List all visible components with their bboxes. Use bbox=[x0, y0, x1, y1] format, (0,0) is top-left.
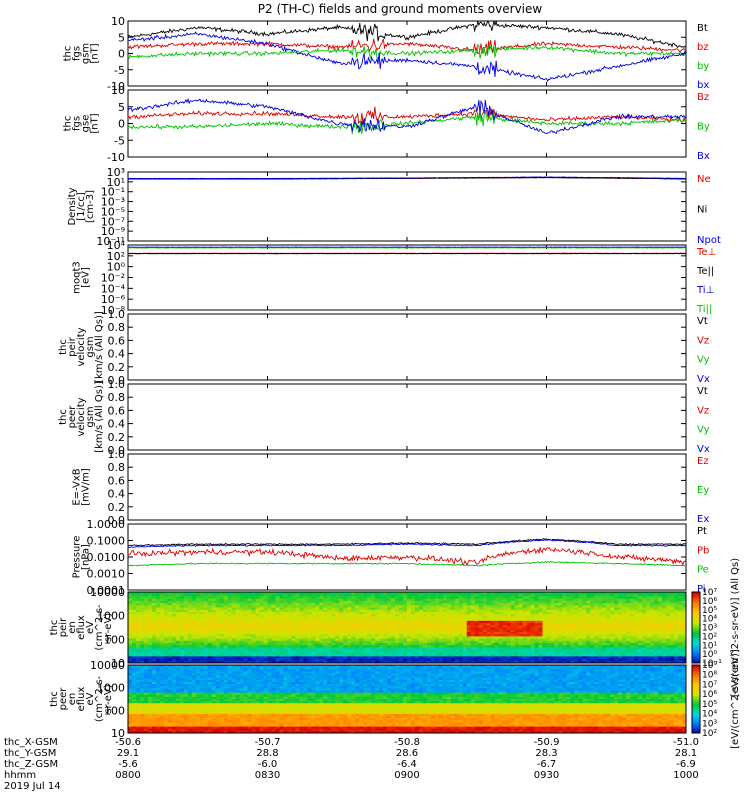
y-tick-label: 0.2 bbox=[108, 501, 126, 514]
legend-item: Bz bbox=[697, 92, 709, 103]
panel-frame-density bbox=[128, 172, 686, 241]
y-tick-label: 10 bbox=[111, 15, 125, 28]
legend-item: Ti⊥ bbox=[696, 285, 714, 296]
legend-item: by bbox=[697, 61, 709, 72]
y-tick-label: 0 bbox=[118, 118, 125, 131]
y-tick-label: 0.1000 bbox=[87, 535, 126, 548]
legend-item: Te⊥ bbox=[696, 247, 716, 258]
y-axis-label: sr-eV) bbox=[103, 613, 114, 642]
legend-item: Vz bbox=[697, 405, 709, 416]
y-tick-label: 0.2 bbox=[108, 431, 126, 444]
legend-item: Te|| bbox=[696, 266, 714, 277]
y-axis-label: [cm-3] bbox=[85, 190, 96, 223]
y-tick-label: 0.6 bbox=[108, 334, 126, 347]
y-tick-label: 10 bbox=[111, 84, 125, 97]
legend-item: Pe bbox=[697, 565, 709, 576]
legend-item: Vx bbox=[697, 374, 710, 385]
y-tick-label: 0.4 bbox=[108, 348, 126, 361]
legend-item: Pt bbox=[697, 526, 707, 537]
panel-frame-peir-velocity bbox=[128, 314, 686, 380]
y-tick-label: 0.6 bbox=[108, 404, 126, 417]
legend-item: Pb bbox=[697, 545, 709, 556]
series-By bbox=[128, 111, 686, 135]
panel-frame-peer-velocity bbox=[128, 384, 686, 450]
legend-item: Vy bbox=[697, 355, 710, 366]
legend-item: Ez bbox=[697, 456, 709, 467]
y-tick-label: 0.0100 bbox=[87, 551, 126, 564]
y-axis-label: [nT] bbox=[90, 43, 101, 63]
y-tick-label: -10 bbox=[107, 151, 125, 164]
y-tick-label: 0.8 bbox=[108, 321, 126, 334]
legend-item: Ex bbox=[697, 514, 709, 525]
y-axis-label: [km/s (All Qs)] bbox=[94, 311, 105, 383]
y-tick-label: 1.0 bbox=[108, 448, 126, 461]
series-bx bbox=[128, 32, 686, 81]
figure-title: P2 (TH-C) fields and ground moments over… bbox=[258, 2, 543, 16]
y-axis-label: [km/s (All Qs)] bbox=[94, 381, 105, 453]
y-tick-label: 1.0000 bbox=[87, 518, 126, 531]
y-tick-label: 0.2 bbox=[108, 361, 126, 374]
y-axis-label: [nPa] bbox=[81, 544, 92, 570]
y-tick-label: -5 bbox=[114, 134, 125, 147]
y-axis-label: [eV] bbox=[81, 267, 92, 288]
legend-item: bz bbox=[697, 42, 709, 53]
y-tick-label: 0.8 bbox=[108, 391, 126, 404]
y-tick-label: 0.4 bbox=[108, 488, 126, 501]
y-tick-label: 0.8 bbox=[108, 461, 126, 474]
legend-item: Ni bbox=[697, 205, 707, 216]
panel-frame-efield bbox=[128, 454, 686, 520]
y-axis-label: [mV/m] bbox=[81, 468, 92, 506]
y-tick-label: 0.0010 bbox=[87, 568, 126, 581]
legend-item: Vt bbox=[697, 386, 708, 397]
y-tick-label: 1.0 bbox=[108, 308, 126, 321]
y-tick-label: 5 bbox=[118, 31, 125, 44]
legend-item: Npot bbox=[697, 235, 721, 246]
y-tick-label: 0.6 bbox=[108, 474, 126, 487]
y-tick-label: 10000 bbox=[90, 586, 125, 599]
legend-item: Vz bbox=[697, 335, 709, 346]
legend-item: Vy bbox=[697, 425, 710, 436]
series-Bz bbox=[128, 107, 686, 124]
legend-item: Vt bbox=[697, 316, 708, 327]
y-tick-label: 0.4 bbox=[108, 418, 126, 431]
series-Pb bbox=[128, 547, 686, 565]
legend-item: Ne bbox=[697, 174, 711, 185]
panel-frame-pressure bbox=[128, 524, 686, 590]
series-Pe bbox=[128, 561, 686, 566]
y-tick-label: 0 bbox=[118, 48, 125, 61]
panel-frame-temperature bbox=[128, 245, 686, 310]
legend-item: Ey bbox=[697, 485, 709, 496]
legend-item: Bx bbox=[697, 151, 710, 162]
y-tick-label: 10000 bbox=[90, 659, 125, 672]
legend-item: Vx bbox=[697, 444, 710, 455]
y-axis-label: [nT] bbox=[90, 113, 101, 133]
legend-item: Ti|| bbox=[696, 304, 712, 315]
legend-item: bx bbox=[697, 80, 709, 91]
legend-item: Bt bbox=[697, 23, 708, 34]
y-tick-label: -5 bbox=[114, 64, 125, 77]
legend-item: By bbox=[697, 122, 710, 133]
y-tick-label: 5 bbox=[118, 101, 125, 114]
y-tick-label: 1.0 bbox=[108, 378, 126, 391]
y-axis-label: sr-eV) bbox=[103, 684, 114, 713]
